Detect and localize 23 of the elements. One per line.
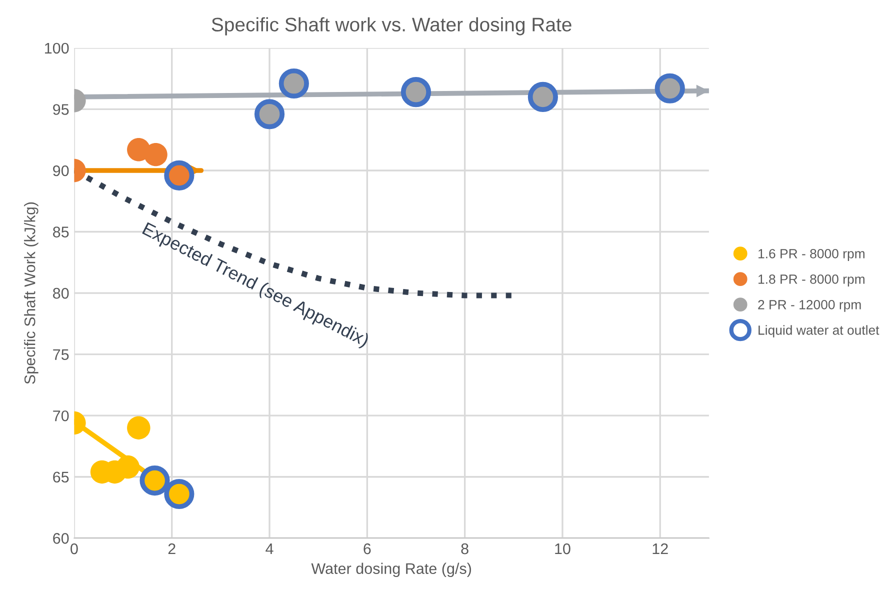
x-tick-label: 8 [461, 543, 468, 554]
y-tick-label: 100 [45, 42, 69, 54]
y-tick-label: 75 [53, 349, 69, 360]
x-tick-label: 4 [266, 544, 274, 554]
y-tick-label: 80 [53, 288, 69, 299]
y-tick-label: 65 [53, 472, 69, 483]
y-tick-label: 60 [53, 532, 69, 544]
legend-label: Liquid water at outlet [758, 325, 880, 338]
x-tick-label: 6 [364, 543, 371, 554]
x-tick-label: 12 [652, 543, 668, 554]
y-tick-label: 70 [53, 410, 69, 422]
legend-label: 1.6 PR - 8000 rpm [758, 248, 864, 261]
x-tick-label: 2 [168, 543, 176, 554]
y-tick-label: 95 [53, 104, 69, 115]
chart-title: Specific Shaft work vs. Water dosing Rate [212, 17, 572, 36]
y-axis-title: Specific Shaft Work (kJ/kg) [24, 202, 38, 384]
y-tick-label: 85 [53, 226, 69, 238]
legend-label: 2 PR - 12000 rpm [758, 300, 861, 312]
y-tick-label: 90 [53, 165, 69, 176]
legend-label: 1.8 PR - 8000 rpm [758, 274, 864, 286]
x-tick-label: 0 [70, 543, 78, 554]
x-axis-title: Water dosing Rate (g/s) [311, 562, 472, 578]
x-tick-label: 10 [555, 543, 570, 554]
